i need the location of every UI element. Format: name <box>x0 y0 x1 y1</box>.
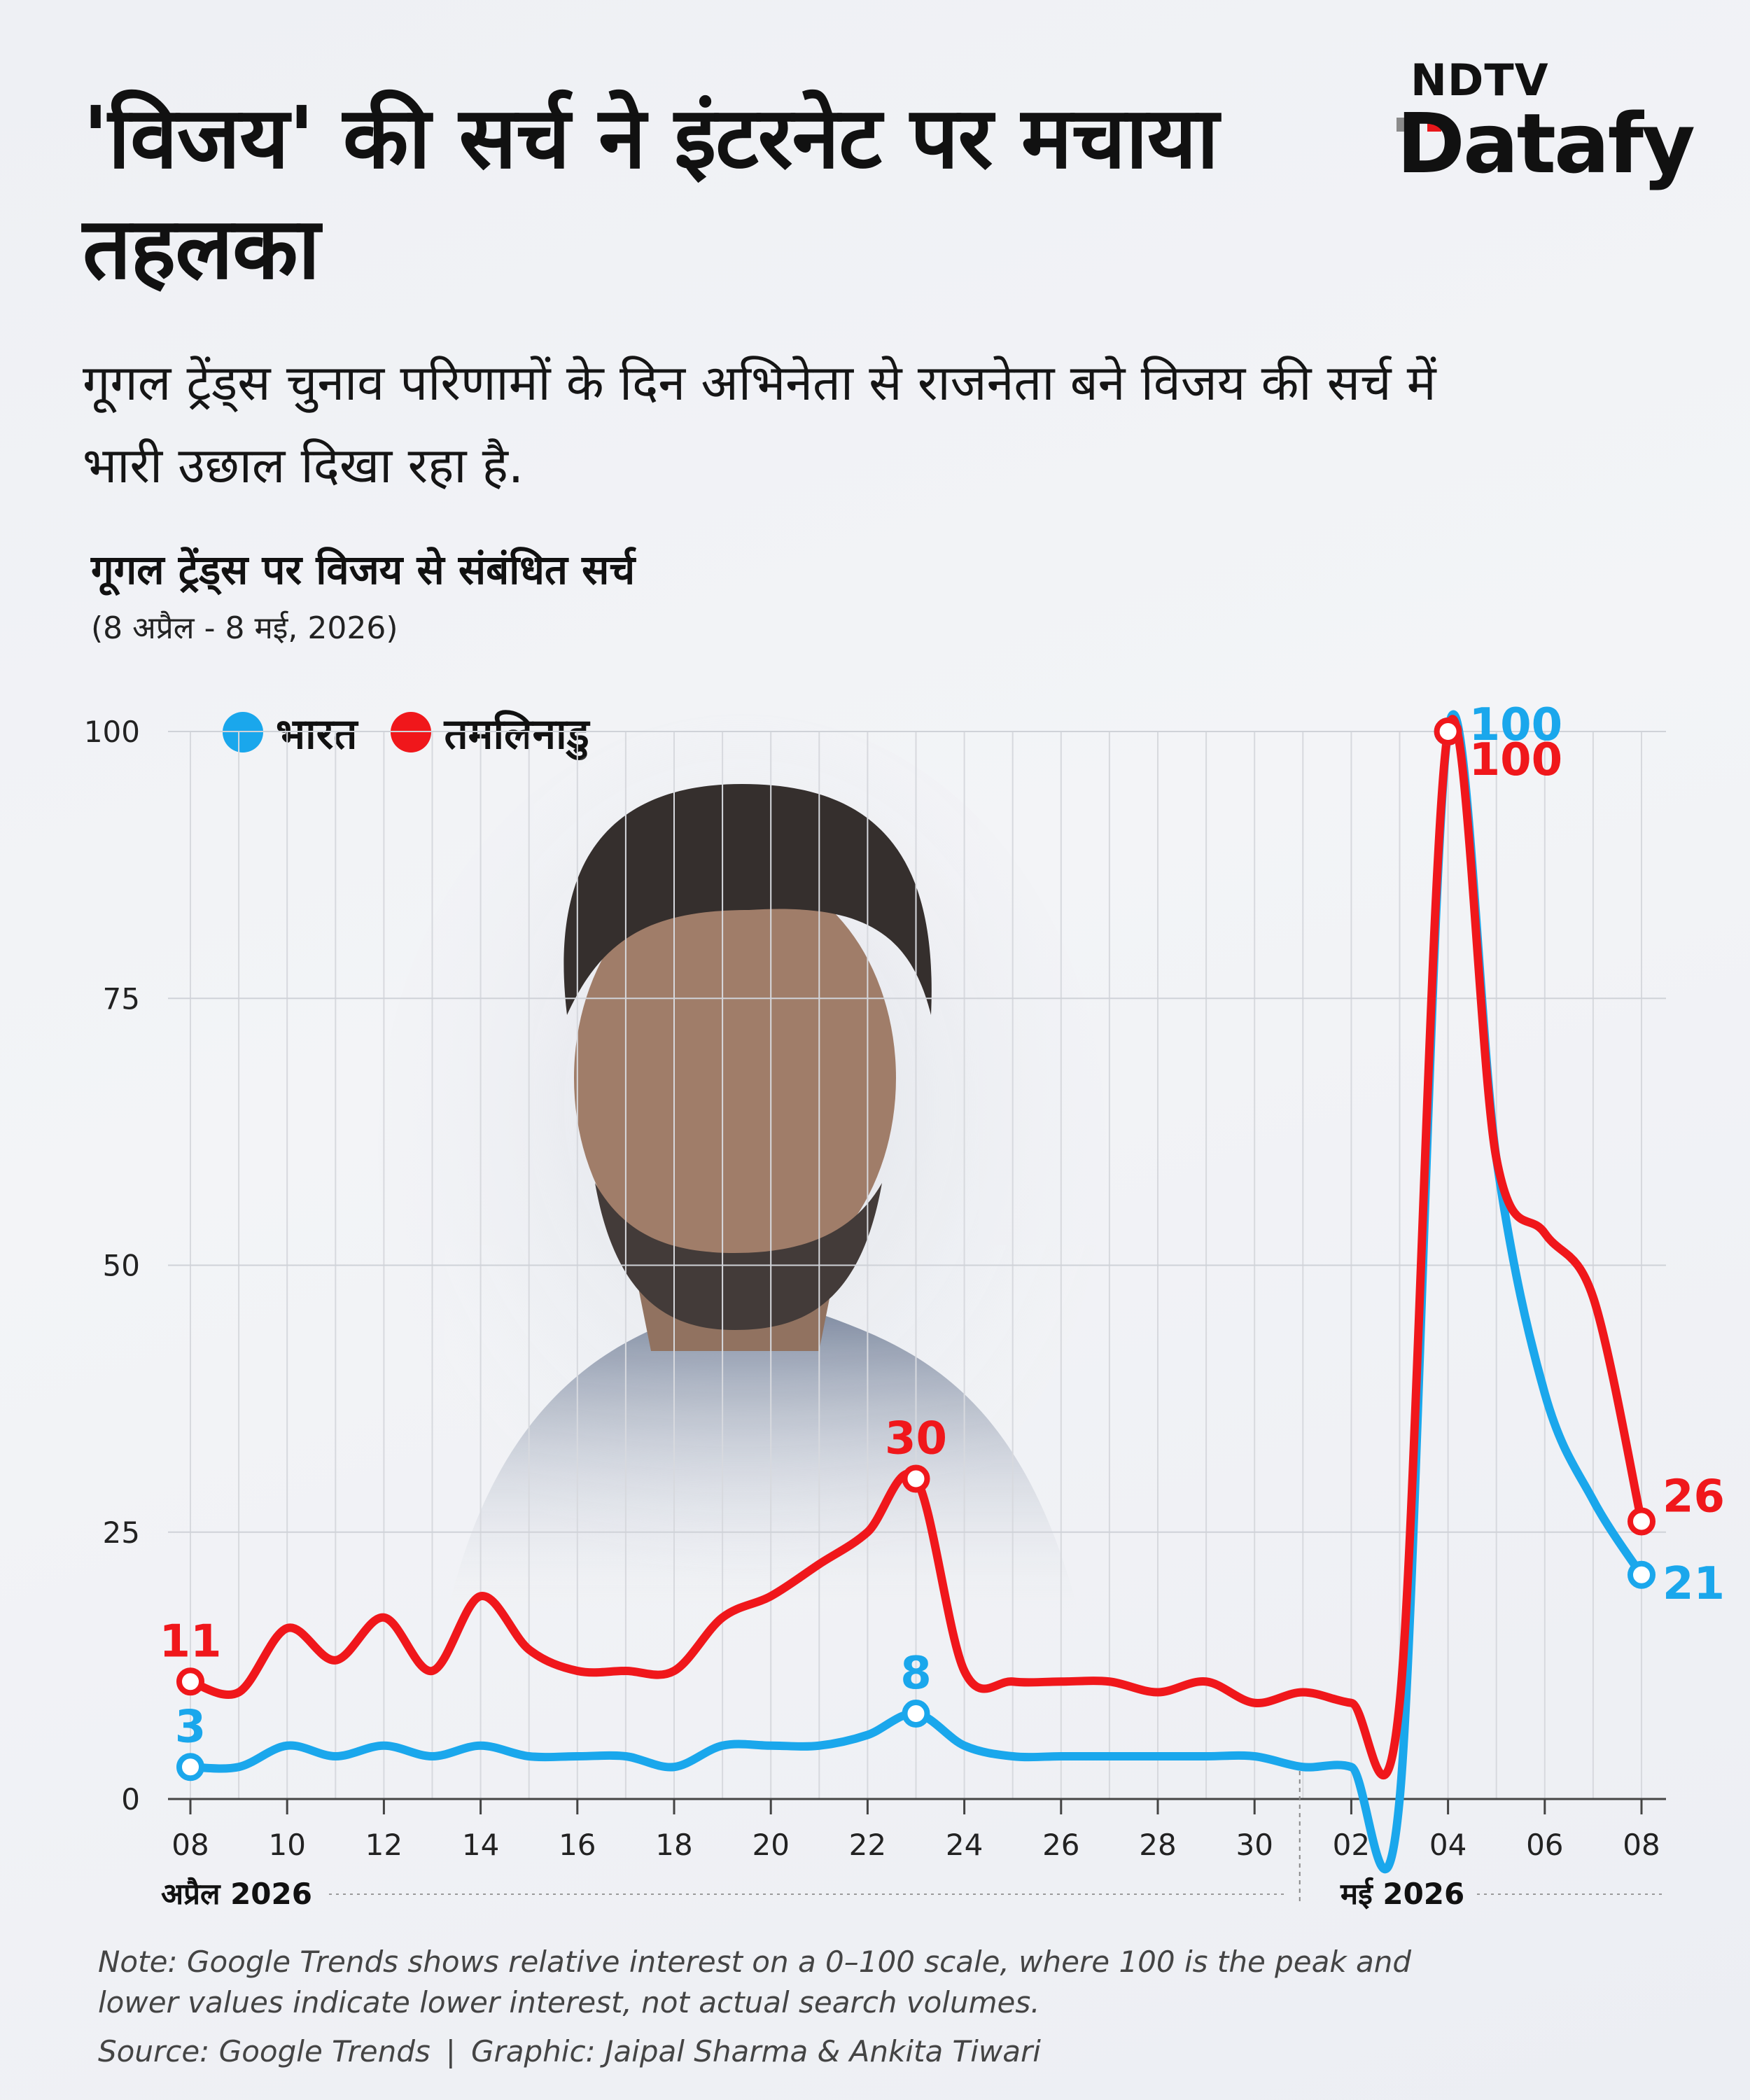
chart-date-range: (8 अप्रैल - 8 मई, 2026) <box>91 610 398 646</box>
data-label-tamilnadu: 26 <box>1662 1471 1725 1523</box>
brand-line1: NDTV <box>1410 55 1549 106</box>
credits: Source: Google Trends | Graphic: Jaipal Sh… <box>98 2034 1041 2068</box>
headline: 'विजय' की सर्च ने इंटरनेट पर मचाया तहलका <box>83 88 1219 298</box>
brand-logo: NDTV Datafy <box>1396 55 1704 192</box>
x-tick-label: 30 <box>1236 1828 1273 1862</box>
data-point-tamilnadu <box>1434 718 1462 746</box>
source-text: Source: Google Trends <box>98 2034 430 2068</box>
x-tick-label: 18 <box>655 1828 692 1862</box>
legend-label-tamilnadu: तमलिनाडु <box>444 710 589 759</box>
data-point-india <box>902 1700 930 1728</box>
credit-separator: | <box>445 2034 456 2068</box>
legend-item-tamilnadu: तमलिनाडु <box>391 704 589 761</box>
y-tick-label: 50 <box>103 1249 140 1283</box>
x-tick-label: 08 <box>1623 1828 1660 1862</box>
x-tick-label: 22 <box>849 1828 886 1862</box>
data-point-india <box>176 1753 204 1782</box>
x-tick-label: 14 <box>462 1828 499 1862</box>
x-month-label: अप्रैल 2026 <box>161 1877 312 1911</box>
legend-label-india: भारत <box>276 710 358 759</box>
data-label-india: 100 <box>1469 699 1563 751</box>
data-labels: 3 8 100 21 11 30 100 26 <box>159 699 1725 1782</box>
x-tick-label: 26 <box>1042 1828 1079 1862</box>
x-tick-label: 12 <box>365 1828 402 1862</box>
data-label-tamilnadu: 30 <box>885 1413 947 1465</box>
y-tick-label: 25 <box>103 1516 140 1550</box>
x-tick-label: 10 <box>268 1828 305 1862</box>
data-label-tamilnadu: 100 <box>1469 734 1563 786</box>
data-point-tamilnadu <box>1628 1507 1656 1536</box>
series-layer <box>186 710 1646 1874</box>
brand-square-red-icon <box>1427 118 1441 132</box>
data-label-tamilnadu: 11 <box>159 1616 221 1667</box>
y-tick-label: 0 <box>121 1782 140 1816</box>
x-tick-label: 04 <box>1429 1828 1466 1862</box>
chart-grid <box>168 731 1666 1800</box>
x-tick-label: 16 <box>559 1828 596 1862</box>
x-axis: 08 10 12 14 16 18 20 22 24 26 28 30 02 04 06 08 अप्रैल 2… <box>161 1771 1666 1911</box>
data-point-india <box>1628 1560 1656 1589</box>
data-label-india: 3 <box>175 1701 206 1753</box>
portrait-illustration <box>378 714 1106 1610</box>
y-tick-label: 100 <box>84 715 140 749</box>
y-axis: 0 25 50 75 100 <box>84 715 140 1816</box>
subtitle: गूगल ट्रेंड्स चुनाव परिणामों के दिन अभिन… <box>83 354 1436 494</box>
x-tick-label: 02 <box>1333 1828 1370 1862</box>
x-month-label: मई 2026 <box>1340 1877 1464 1911</box>
x-tick-label: 28 <box>1139 1828 1176 1862</box>
x-tick-label: 08 <box>172 1828 209 1862</box>
chart-title: गूगल ट्रेंड्स पर विजय से संबंधित सर्च <box>91 546 636 594</box>
x-tick-label: 06 <box>1526 1828 1563 1862</box>
y-tick-label: 75 <box>103 981 140 1016</box>
x-tick-label: 20 <box>752 1828 789 1862</box>
x-tick-label: 24 <box>946 1828 983 1862</box>
brand-square-gray-icon <box>1396 118 1410 132</box>
data-point-tamilnadu <box>176 1667 204 1696</box>
brand-line2: Datafy <box>1396 95 1695 192</box>
data-point-tamilnadu <box>902 1464 930 1493</box>
graphic-credit: Graphic: Jaipal Sharma & Ankita Tiwari <box>470 2034 1041 2068</box>
chart-note: Note: Google Trends shows relative inter… <box>98 1945 1412 2019</box>
data-label-india: 21 <box>1662 1558 1725 1610</box>
data-label-india: 8 <box>900 1648 932 1700</box>
series-line-tamilnadu <box>186 715 1646 1780</box>
